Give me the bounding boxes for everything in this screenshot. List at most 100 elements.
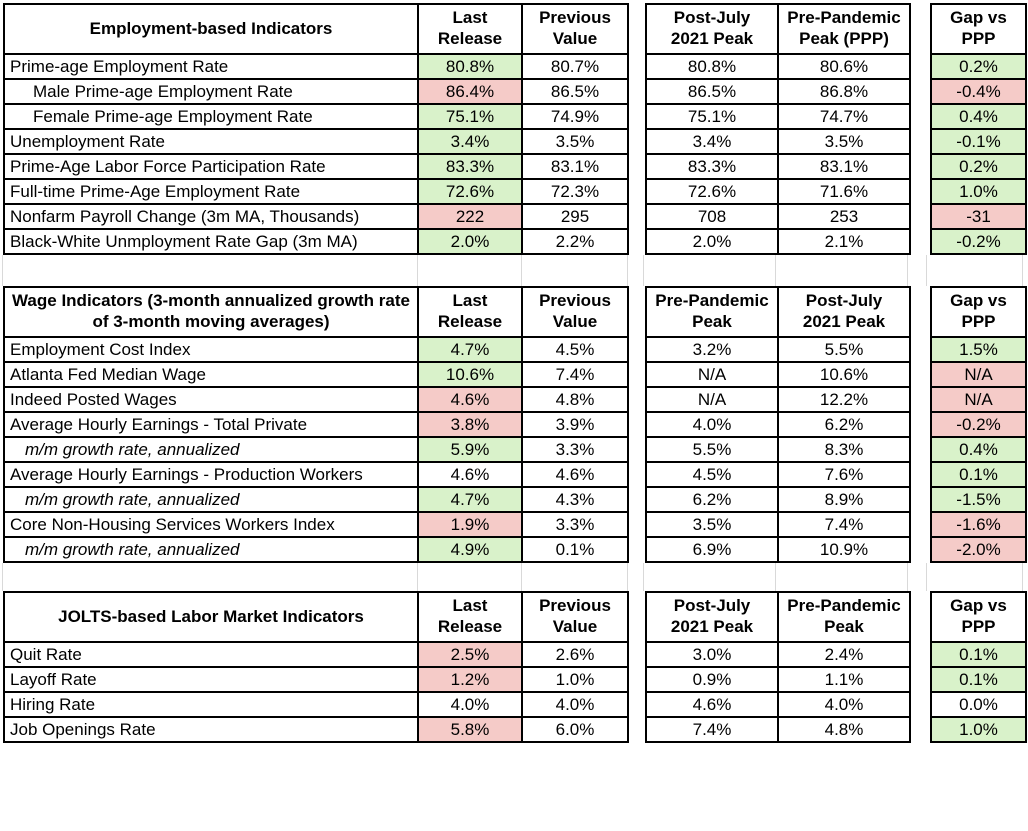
table-row: 0.2% bbox=[930, 53, 1027, 80]
column-header-line: Gap vs bbox=[950, 8, 1007, 28]
column-header: Last Release bbox=[417, 591, 523, 643]
previous-value-cell: 72.3% bbox=[521, 178, 629, 205]
table-row: 0.1% bbox=[930, 461, 1027, 488]
indicator-label: Employment Cost Index bbox=[3, 336, 419, 363]
peak-value-cell: 4.8% bbox=[777, 716, 911, 743]
column-header-line: Value bbox=[552, 29, 598, 48]
indicator-label: Hiring Rate bbox=[3, 691, 419, 718]
gap-vs-ppp-cell: 0.4% bbox=[930, 436, 1027, 463]
indicator-label: Male Prime-age Employment Rate bbox=[3, 78, 419, 105]
gap-vs-ppp-cell: 0.1% bbox=[930, 666, 1027, 693]
table-row: N/A bbox=[930, 386, 1027, 413]
indicator-label: Layoff Rate bbox=[3, 666, 419, 693]
last-release-cell: 75.1% bbox=[417, 103, 523, 130]
peak-value-cell: 7.4% bbox=[645, 716, 779, 743]
table-row: Atlanta Fed Median Wage 10.6% 7.4% bbox=[3, 361, 629, 388]
last-release-cell: 1.2% bbox=[417, 666, 523, 693]
peak-value-cell: 86.5% bbox=[645, 78, 779, 105]
previous-value-cell: 7.4% bbox=[521, 361, 629, 388]
gap-vs-ppp-cell: 1.5% bbox=[930, 336, 1027, 363]
indicator-label: Prime-Age Labor Force Participation Rate bbox=[3, 153, 419, 180]
column-header-line: Post-July bbox=[673, 596, 751, 616]
table-row: 72.6% 71.6% bbox=[645, 178, 911, 205]
previous-value-cell: 83.1% bbox=[521, 153, 629, 180]
table-row: 0.4% bbox=[930, 436, 1027, 463]
peak-value-cell: 2.4% bbox=[777, 641, 911, 668]
table-row: 75.1% 74.7% bbox=[645, 103, 911, 130]
table-row: Job Openings Rate 5.8% 6.0% bbox=[3, 716, 629, 743]
column-header: Pre-Pandemic Peak (PPP) bbox=[777, 3, 911, 55]
previous-value-cell: 2.6% bbox=[521, 641, 629, 668]
gap-vs-ppp-block: Gap vs PPP 0.2% -0.4% 0.4% -0.1% 0.2% 1.0% -31 -0… bbox=[930, 3, 1027, 255]
table-row: 3.0% 2.4% bbox=[645, 641, 911, 668]
column-header-line: Peak bbox=[824, 617, 864, 636]
table-row: 2.0% 2.1% bbox=[645, 228, 911, 255]
table-row: 1.5% bbox=[930, 336, 1027, 363]
gap-vs-ppp-block: Gap vs PPP 0.1% 0.1% 0.0% 1.0% bbox=[930, 591, 1027, 743]
indicator-label: Atlanta Fed Median Wage bbox=[3, 361, 419, 388]
indicator-label: Nonfarm Payroll Change (3m MA, Thousands… bbox=[3, 203, 419, 230]
peaks-block: Post-July 2021 Peak Pre-Pandemic Peak (PPP)… bbox=[645, 3, 911, 255]
peak-value-cell: 74.7% bbox=[777, 103, 911, 130]
section-title: JOLTS-based Labor Market Indicators bbox=[3, 591, 419, 643]
column-header-line: Value bbox=[552, 312, 598, 331]
table-row: 86.5% 86.8% bbox=[645, 78, 911, 105]
table-row: Black-White Unmployment Rate Gap (3m MA)… bbox=[3, 228, 629, 255]
table-row: Full-time Prime-Age Employment Rate 72.6%… bbox=[3, 178, 629, 205]
table-row: 4.6% 4.0% bbox=[645, 691, 911, 718]
table-row: 5.5% 8.3% bbox=[645, 436, 911, 463]
peaks-block: Pre-Pandemic Peak Post-July 2021 Peak 3.2% 5.… bbox=[645, 286, 911, 563]
table-row: N/A bbox=[930, 361, 1027, 388]
column-header-line: Post-July bbox=[673, 8, 751, 28]
column-header-line: Last bbox=[452, 596, 488, 616]
indicator-label: Full-time Prime-Age Employment Rate bbox=[3, 178, 419, 205]
excel-gridline bbox=[643, 255, 644, 286]
excel-gridline bbox=[907, 563, 908, 591]
column-header: Pre-Pandemic Peak bbox=[645, 286, 779, 338]
gap-vs-ppp-block: Gap vs PPP 1.5% N/A N/A -0.2% 0.4% 0.1% -1.5% -1.… bbox=[930, 286, 1027, 563]
table-row: -1.6% bbox=[930, 511, 1027, 538]
peak-value-cell: 3.2% bbox=[645, 336, 779, 363]
column-header-line: Release bbox=[437, 312, 503, 331]
peak-value-cell: 3.4% bbox=[645, 128, 779, 155]
indicator-label: m/m growth rate, annualized bbox=[3, 486, 419, 513]
previous-value-cell: 4.0% bbox=[521, 691, 629, 718]
peak-value-cell: 1.1% bbox=[777, 666, 911, 693]
column-header-line: PPP bbox=[961, 312, 996, 331]
header-row: Gap vs PPP bbox=[930, 286, 1027, 338]
table-row: 0.2% bbox=[930, 153, 1027, 180]
table-row: Layoff Rate 1.2% 1.0% bbox=[3, 666, 629, 693]
last-release-cell: 72.6% bbox=[417, 178, 523, 205]
gap-vs-ppp-cell: -0.2% bbox=[930, 228, 1027, 255]
table-row: Male Prime-age Employment Rate 86.4% 86.5% bbox=[3, 78, 629, 105]
excel-gridline bbox=[417, 563, 418, 591]
table-row: Average Hourly Earnings - Total Private 3… bbox=[3, 411, 629, 438]
column-header: Previous Value bbox=[521, 286, 629, 338]
column-header-line: Pre-Pandemic bbox=[787, 8, 901, 28]
peak-value-cell: 12.2% bbox=[777, 386, 911, 413]
column-header: Pre-Pandemic Peak bbox=[777, 591, 911, 643]
last-release-cell: 222 bbox=[417, 203, 523, 230]
last-release-cell: 80.8% bbox=[417, 53, 523, 80]
excel-gridline bbox=[926, 255, 927, 286]
peak-value-cell: 253 bbox=[777, 203, 911, 230]
table-row: -2.0% bbox=[930, 536, 1027, 563]
gap-vs-ppp-cell: 0.2% bbox=[930, 153, 1027, 180]
peak-value-cell: 71.6% bbox=[777, 178, 911, 205]
header-row: Post-July 2021 Peak Pre-Pandemic Peak (PPP) bbox=[645, 3, 911, 55]
last-release-cell: 4.0% bbox=[417, 691, 523, 718]
column-header-line: Peak bbox=[692, 312, 732, 331]
table-row: 1.0% bbox=[930, 178, 1027, 205]
table-row: Quit Rate 2.5% 2.6% bbox=[3, 641, 629, 668]
peak-value-cell: 10.6% bbox=[777, 361, 911, 388]
peak-value-cell: 3.0% bbox=[645, 641, 779, 668]
peak-value-cell: 5.5% bbox=[645, 436, 779, 463]
gap-vs-ppp-cell: 1.0% bbox=[930, 178, 1027, 205]
table-row: 0.4% bbox=[930, 103, 1027, 130]
table-row: Nonfarm Payroll Change (3m MA, Thousands… bbox=[3, 203, 629, 230]
table-row: 3.5% 7.4% bbox=[645, 511, 911, 538]
section-title: Employment-based Indicators bbox=[3, 3, 419, 55]
table-row: 80.8% 80.6% bbox=[645, 53, 911, 80]
last-release-cell: 10.6% bbox=[417, 361, 523, 388]
